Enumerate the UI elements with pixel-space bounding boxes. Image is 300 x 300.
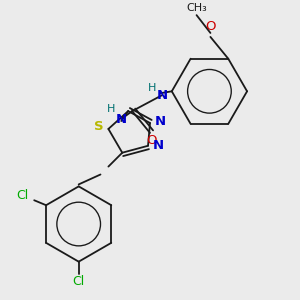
Text: CH₃: CH₃ [186, 3, 207, 13]
Text: H: H [107, 104, 116, 114]
Text: O: O [147, 134, 157, 147]
Text: H: H [148, 83, 156, 93]
Text: N: N [154, 115, 166, 128]
Text: N: N [156, 89, 167, 102]
Text: Cl: Cl [73, 275, 85, 288]
Text: N: N [152, 139, 164, 152]
Text: O: O [205, 20, 216, 33]
Text: Cl: Cl [16, 189, 28, 202]
Text: S: S [94, 121, 103, 134]
Text: N: N [116, 112, 127, 125]
